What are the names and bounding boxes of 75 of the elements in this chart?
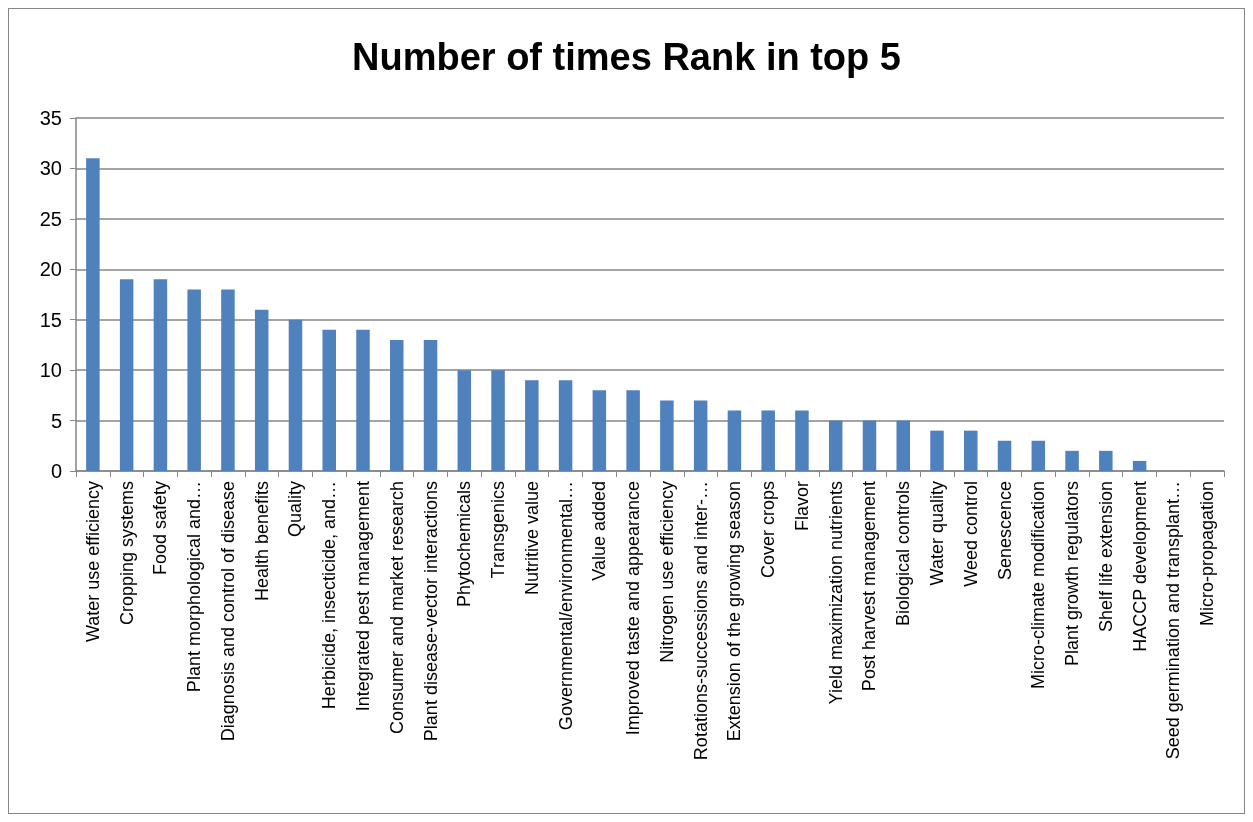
- x-tick-label: Seed germination and transplant…: [1163, 481, 1184, 760]
- x-tick-label: Value added: [589, 481, 610, 581]
- bar: [693, 400, 708, 471]
- bar: [1132, 460, 1147, 471]
- bar: [221, 289, 235, 471]
- x-tick-label: Rotations-successions and inter-…: [690, 481, 711, 761]
- bar: [1099, 450, 1113, 471]
- x-tick-label: Post harvest management: [859, 481, 880, 692]
- bar: [626, 390, 640, 471]
- bar: [727, 410, 742, 471]
- x-tick-label: Health benefits: [251, 481, 272, 602]
- bar: [491, 370, 505, 471]
- x-tick-label: Cropping systems: [116, 481, 137, 626]
- bar: [862, 420, 877, 471]
- bar: [997, 440, 1012, 471]
- x-tick-label: Yield maximization nutrients: [825, 481, 846, 705]
- x-tick-label: Governmental/environmental…: [555, 481, 576, 731]
- x-tick-label: Flavor: [791, 481, 812, 532]
- bar: [964, 430, 978, 471]
- x-tick-label: Quality: [285, 481, 306, 538]
- x-tick-label: Plant morphological and…: [184, 481, 205, 693]
- x-tick-label: Herbicide, insecticide, and…: [319, 481, 340, 710]
- bar: [660, 400, 674, 471]
- bar: [795, 410, 809, 471]
- bar: [457, 370, 472, 471]
- y-tick-label: 35: [39, 107, 62, 129]
- y-tick-label: 0: [50, 460, 62, 482]
- chart-title: Number of times Rank in top 5: [352, 36, 901, 78]
- bar: [119, 279, 134, 471]
- x-tick-label: Biological controls: [893, 481, 914, 627]
- x-tick-label: Plant disease-vector interactions: [420, 481, 441, 742]
- bar: [896, 420, 910, 471]
- bar: [1065, 450, 1079, 471]
- x-tick-label: Weed control: [960, 481, 981, 587]
- bar: [1031, 440, 1046, 471]
- bar: [828, 420, 843, 471]
- x-tick-label: Nutritive value: [521, 481, 542, 596]
- x-tick-label: Senescence: [994, 481, 1015, 581]
- bar: [86, 158, 100, 471]
- y-tick-label: 30: [39, 157, 62, 180]
- bar: [322, 329, 336, 471]
- y-tick-label: 25: [39, 207, 62, 230]
- x-tick-label: Water use efficiency: [82, 481, 103, 643]
- bar: [423, 339, 438, 471]
- x-tick-label: Consumer and market research: [386, 481, 407, 735]
- x-tick-label: Food safety: [150, 481, 171, 576]
- bar: [356, 329, 370, 471]
- x-tick-label: Plant growth regulators: [1062, 481, 1083, 667]
- x-tick-label: Micro-climate modification: [1028, 481, 1049, 690]
- x-tick-label: Integrated pest management: [353, 481, 373, 712]
- bar: [288, 319, 303, 471]
- y-tick-label: 15: [39, 308, 62, 331]
- bar: [187, 289, 201, 471]
- y-tick-label: 20: [39, 258, 62, 281]
- x-tick-label: Improved taste and appearance: [623, 481, 644, 736]
- bar: [761, 410, 775, 471]
- y-tick-label: 5: [50, 409, 62, 432]
- bar: [558, 380, 573, 471]
- bar: [254, 309, 269, 471]
- x-tick-label: Nitrogen use efficiency: [656, 481, 677, 663]
- bar: [525, 380, 539, 471]
- y-tick-label: 10: [39, 359, 62, 382]
- x-tick-label: Diagnosis and control of disease: [217, 481, 238, 742]
- x-tick-label: Extension of the growing season: [724, 481, 745, 742]
- x-tick-label: Water quality: [927, 481, 947, 586]
- bar: [592, 390, 607, 471]
- x-tick-label: Cover crops: [758, 481, 779, 579]
- x-tick-label: HACCP development: [1129, 481, 1150, 652]
- x-tick-label: Transgenics: [488, 481, 509, 579]
- x-tick-label: Micro-propagation: [1197, 481, 1218, 627]
- bar: [390, 339, 404, 471]
- x-tick-label: Phytochemicals: [454, 481, 475, 608]
- x-tick-label: Shelf life extension: [1095, 481, 1116, 633]
- bar: [930, 430, 944, 471]
- bar: [153, 279, 168, 471]
